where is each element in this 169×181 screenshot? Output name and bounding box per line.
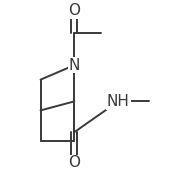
Text: O: O [68,155,80,170]
Text: N: N [69,58,80,73]
Text: O: O [68,3,80,18]
Text: NH: NH [107,94,130,109]
